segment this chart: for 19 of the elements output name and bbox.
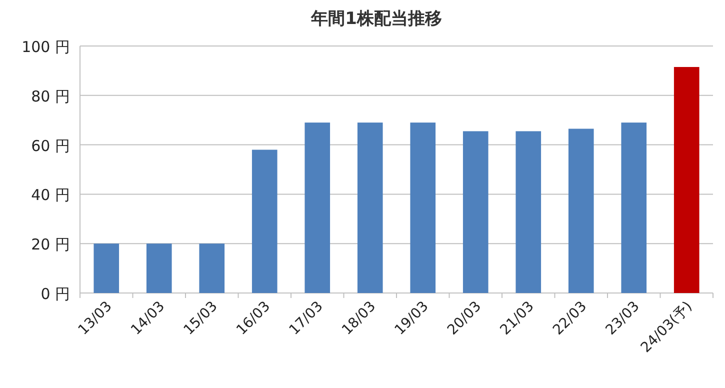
y-tick-label: 100 円 — [22, 38, 70, 56]
bar — [621, 122, 647, 293]
y-tick-label: 80 円 — [31, 87, 70, 106]
chart-title: 年間1株配当推移 — [310, 9, 442, 29]
bar — [462, 131, 488, 293]
bar — [568, 128, 594, 293]
bar — [94, 244, 120, 293]
bar — [199, 244, 225, 293]
bar — [357, 122, 383, 293]
bar — [674, 66, 700, 293]
bar — [146, 244, 172, 293]
y-tick-label: 0 円 — [40, 285, 70, 303]
bar — [410, 122, 436, 293]
y-tick-label: 60 円 — [31, 136, 70, 155]
bar — [516, 131, 542, 293]
bar — [304, 122, 330, 293]
y-tick-label: 20 円 — [31, 236, 70, 254]
y-tick-label: 40 円 — [31, 186, 70, 204]
bar — [252, 150, 278, 293]
